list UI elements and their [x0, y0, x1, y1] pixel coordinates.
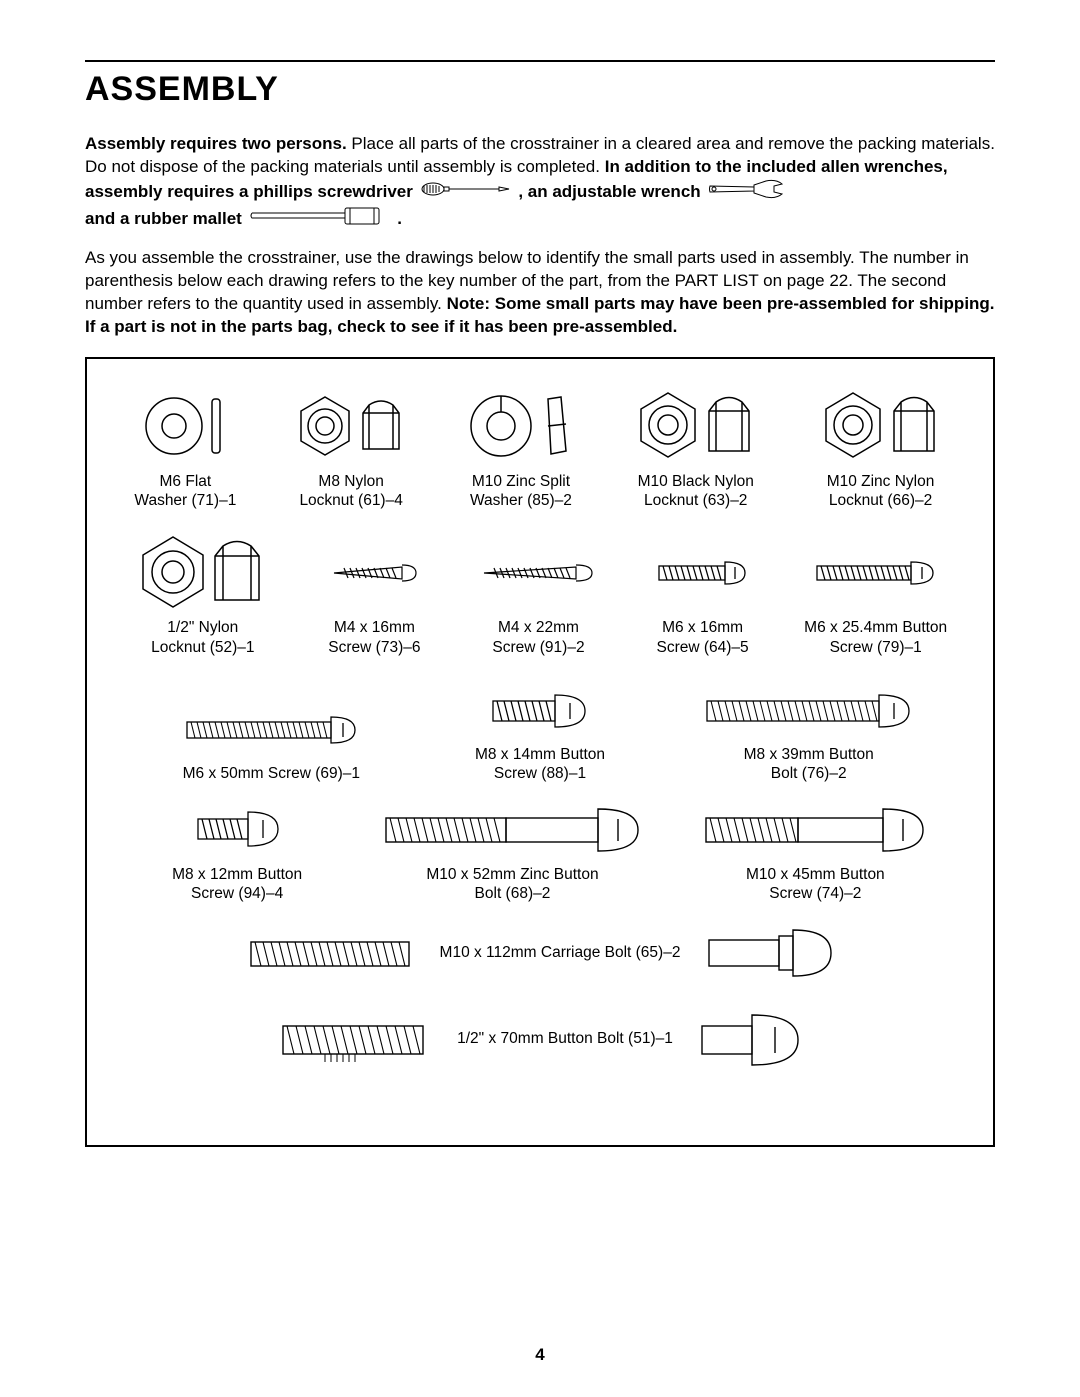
part-label: M6 x 16mmScrew (64)–5: [653, 618, 753, 657]
parts-row-1: M6 FlatWasher (71)–1 M8 NylonLocknut (61…: [107, 389, 973, 511]
part-m10-zinc-nylon-locknut: M10 Zinc NylonLocknut (66)–2: [816, 389, 946, 511]
locknut-icon: [631, 389, 761, 464]
intro-bold3: , an adjustable wrench: [514, 182, 706, 201]
split-washer-icon: [466, 389, 576, 464]
part-label: M10 Black NylonLocknut (63)–2: [631, 472, 761, 511]
part-m8x39-button-bolt: M8 x 39mm ButtonBolt (76)–2: [674, 682, 943, 784]
button-screw-icon: [678, 802, 953, 857]
part-label: M4 x 22mmScrew (91)–2: [476, 618, 601, 657]
part-label: M6 x 25.4mm ButtonScrew (79)–1: [804, 618, 947, 657]
screw-icon: [476, 535, 601, 610]
part-label: M8 x 39mm ButtonBolt (76)–2: [674, 745, 943, 784]
part-label: M10 Zinc SplitWasher (85)–2: [466, 472, 576, 511]
locknut-icon: [816, 389, 946, 464]
washer-icon: [134, 389, 236, 464]
part-half-inch-nylon-locknut: 1/2" NylonLocknut (52)–1: [133, 535, 273, 657]
part-m6x25-button-screw: M6 x 25.4mm ButtonScrew (79)–1: [804, 535, 947, 657]
button-screw-icon: [137, 701, 406, 756]
button-screw-icon: [406, 682, 675, 737]
part-label: M10 Zinc NylonLocknut (66)–2: [816, 472, 946, 511]
parts-row-4: M8 x 12mm ButtonScrew (94)–4 M10 x 52mm …: [107, 802, 973, 904]
intro-bold4: and a rubber mallet: [85, 209, 247, 228]
part-label: M8 NylonLocknut (61)–4: [291, 472, 411, 511]
adjustable-wrench-icon: [708, 179, 786, 206]
part-m4x22-screw: M4 x 22mmScrew (91)–2: [476, 535, 601, 657]
button-bolt-shaft-icon: [277, 1010, 432, 1068]
page-title: ASSEMBLY: [85, 70, 995, 109]
part-m4x16-screw: M4 x 16mmScrew (73)–6: [324, 535, 424, 657]
parts-row-6: 1/2" x 70mm Button Bolt (51)–1: [107, 1010, 973, 1068]
button-screw-icon: [653, 535, 753, 610]
part-m8x14-button-screw: M8 x 14mm ButtonScrew (88)–1: [406, 682, 675, 784]
part-label: M10 x 45mm ButtonScrew (74)–2: [678, 865, 953, 904]
part-label: M4 x 16mmScrew (73)–6: [324, 618, 424, 657]
part-label: M10 x 112mm Carriage Bolt (65)–2: [440, 944, 681, 962]
part-label: M8 x 14mm ButtonScrew (88)–1: [406, 745, 675, 784]
part-m10x45-button-screw: M10 x 45mm ButtonScrew (74)–2: [678, 802, 953, 904]
page-number: 4: [0, 1345, 1080, 1365]
part-m10-black-nylon-locknut: M10 Black NylonLocknut (63)–2: [631, 389, 761, 511]
intro-lead: Assembly requires two persons.: [85, 134, 347, 153]
button-bolt-icon: [347, 802, 677, 857]
parts-row-2: 1/2" NylonLocknut (52)–1 M4 x 16mmScrew …: [107, 535, 973, 657]
button-bolt-head-icon: [698, 1010, 803, 1068]
part-m10x52-zinc-button-bolt: M10 x 52mm Zinc ButtonBolt (68)–2: [347, 802, 677, 904]
part-label: 1/2" NylonLocknut (52)–1: [133, 618, 273, 657]
page: ASSEMBLY Assembly requires two persons. …: [0, 0, 1080, 1397]
locknut-icon: [133, 535, 273, 610]
part-label: M6 x 50mm Screw (69)–1: [137, 764, 406, 783]
part-label: M8 x 12mm ButtonScrew (94)–4: [127, 865, 347, 904]
top-rule: [85, 60, 995, 62]
part-label: M10 x 52mm Zinc ButtonBolt (68)–2: [347, 865, 677, 904]
locknut-icon: [291, 389, 411, 464]
intro-bold5: .: [393, 209, 402, 228]
carriage-bolt-icon: [245, 928, 415, 978]
button-screw-icon: [127, 802, 347, 857]
intro-paragraph-1: Assembly requires two persons. Place all…: [85, 133, 995, 233]
phillips-screwdriver-icon: [421, 181, 511, 204]
carriage-bolt-head-icon: [705, 926, 835, 980]
parts-identification-box: M6 FlatWasher (71)–1 M8 NylonLocknut (61…: [85, 357, 995, 1147]
part-label: 1/2" x 70mm Button Bolt (51)–1: [457, 1030, 673, 1048]
parts-row-5: M10 x 112mm Carriage Bolt (65)–2: [107, 926, 973, 980]
parts-row-3: M6 x 50mm Screw (69)–1 M8 x 14mm ButtonS…: [107, 682, 973, 784]
button-screw-icon: [804, 535, 947, 610]
part-m8-nylon-locknut: M8 NylonLocknut (61)–4: [291, 389, 411, 511]
rubber-mallet-icon: [250, 206, 390, 233]
button-bolt-icon: [674, 682, 943, 737]
part-m6x16-screw: M6 x 16mmScrew (64)–5: [653, 535, 753, 657]
part-m6-flat-washer: M6 FlatWasher (71)–1: [134, 389, 236, 511]
part-label: M6 FlatWasher (71)–1: [134, 472, 236, 511]
part-m10-zinc-split-washer: M10 Zinc SplitWasher (85)–2: [466, 389, 576, 511]
part-m6x50-screw: M6 x 50mm Screw (69)–1: [137, 701, 406, 783]
part-m8x12-button-screw: M8 x 12mm ButtonScrew (94)–4: [127, 802, 347, 904]
screw-icon: [324, 535, 424, 610]
intro-paragraph-2: As you assemble the crosstrainer, use th…: [85, 247, 995, 339]
